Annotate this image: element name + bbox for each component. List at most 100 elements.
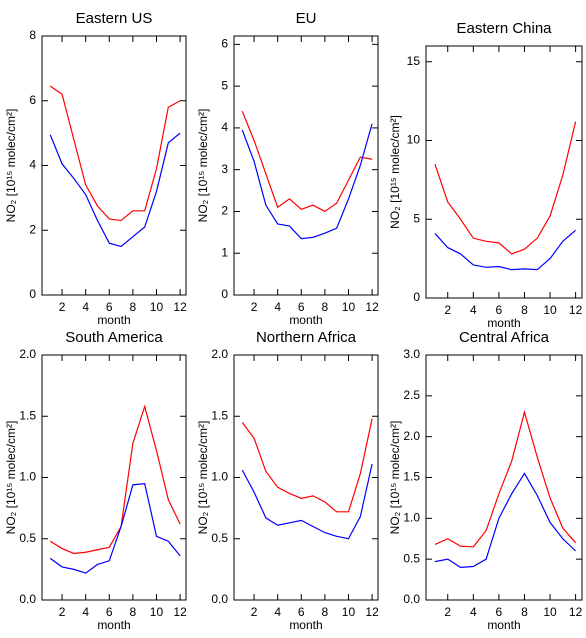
plot-frame — [41, 354, 187, 601]
y-tick-label: 2.0 — [211, 347, 228, 361]
chart-title: EU — [296, 10, 317, 27]
y-tick-label: 15 — [407, 54, 421, 68]
data-line — [241, 123, 373, 240]
x-tick-label: 12 — [365, 605, 379, 619]
x-axis-label: month — [289, 618, 322, 632]
y-tick-label: 0.0 — [211, 592, 228, 606]
data-line — [434, 121, 577, 255]
y-tick-label: 0 — [29, 287, 36, 301]
x-tick-label: 4 — [470, 303, 477, 317]
y-tick-label: 4 — [29, 158, 36, 172]
x-tick-label: 8 — [130, 300, 137, 314]
x-tick-label: 2 — [444, 303, 451, 317]
x-tick-label: 2 — [251, 605, 258, 619]
plot-frame — [233, 35, 379, 296]
y-tick-label: 1.5 — [211, 408, 228, 422]
y-tick-label: 1.0 — [403, 511, 420, 525]
y-axis-label: NO₂ [10¹⁵ molec/cm²] — [4, 109, 18, 223]
x-tick-label: 2 — [444, 605, 451, 619]
y-tick-label: 2.0 — [403, 429, 420, 443]
y-axis-label: NO₂ [10¹⁵ molec/cm²] — [196, 109, 210, 223]
y-tick-label: 2.5 — [403, 388, 420, 402]
data-line — [434, 409, 577, 548]
y-tick-label: 1.0 — [211, 470, 228, 484]
x-tick-label: 8 — [322, 300, 329, 314]
y-tick-label: 1.5 — [19, 408, 36, 422]
x-tick-label: 6 — [298, 605, 305, 619]
data-line — [49, 132, 181, 248]
plot-frame — [425, 45, 583, 299]
y-tick-label: 5 — [413, 211, 420, 225]
x-tick-label: 8 — [322, 605, 329, 619]
x-tick-label: 4 — [274, 300, 281, 314]
data-line — [49, 85, 181, 222]
x-axis-label: month — [487, 618, 520, 632]
data-line — [49, 482, 181, 574]
y-axis-label: NO₂ [10¹⁵ molec/cm²] — [388, 115, 402, 229]
data-line — [434, 229, 577, 271]
plot-frame — [425, 354, 583, 601]
y-axis-label: NO₂ [10¹⁵ molec/cm²] — [388, 421, 402, 535]
chart-title: Eastern China — [456, 20, 552, 37]
y-tick-label: 2 — [29, 222, 36, 236]
y-tick-label: 6 — [29, 93, 36, 107]
y-tick-label: 0.0 — [19, 592, 36, 606]
x-axis-label: month — [97, 618, 130, 632]
x-tick-label: 12 — [173, 300, 187, 314]
y-tick-label: 0.5 — [19, 531, 36, 545]
y-tick-label: 1.0 — [19, 470, 36, 484]
x-axis-label: month — [289, 313, 322, 327]
x-tick-label: 4 — [82, 605, 89, 619]
plot-frame — [233, 354, 379, 601]
x-tick-label: 10 — [543, 303, 557, 317]
chart-title: Northern Africa — [256, 329, 357, 346]
x-tick-label: 6 — [496, 605, 503, 619]
x-tick-label: 10 — [342, 300, 356, 314]
x-tick-label: 10 — [342, 605, 356, 619]
x-tick-label: 12 — [569, 605, 583, 619]
x-tick-label: 2 — [59, 605, 66, 619]
x-tick-label: 4 — [470, 605, 477, 619]
chart-title: Central Africa — [459, 329, 550, 346]
y-tick-label: 1 — [221, 245, 228, 259]
x-tick-label: 12 — [569, 303, 583, 317]
y-tick-label: 10 — [407, 133, 421, 147]
y-axis-label: NO₂ [10¹⁵ molec/cm²] — [196, 421, 210, 535]
x-tick-label: 8 — [130, 605, 137, 619]
y-tick-label: 0 — [221, 287, 228, 301]
y-tick-label: 6 — [221, 37, 228, 51]
x-tick-label: 6 — [106, 605, 113, 619]
y-tick-label: 0.5 — [211, 531, 228, 545]
data-line — [241, 418, 373, 513]
chart-title: Eastern US — [76, 10, 153, 27]
data-line — [241, 463, 373, 540]
x-tick-label: 2 — [59, 300, 66, 314]
x-tick-label: 6 — [298, 300, 305, 314]
y-tick-label: 4 — [221, 120, 228, 134]
x-tick-label: 12 — [365, 300, 379, 314]
data-line — [49, 404, 181, 555]
x-tick-label: 10 — [150, 605, 164, 619]
y-tick-label: 3.0 — [403, 347, 420, 361]
y-tick-label: 0 — [413, 290, 420, 304]
y-tick-label: 3 — [221, 162, 228, 176]
y-tick-label: 2 — [221, 204, 228, 218]
x-tick-label: 8 — [521, 303, 528, 317]
data-line — [434, 472, 577, 568]
x-tick-label: 10 — [150, 300, 164, 314]
x-axis-label: month — [97, 313, 130, 327]
y-axis-label: NO₂ [10¹⁵ molec/cm²] — [4, 421, 18, 535]
data-line — [241, 110, 373, 213]
y-tick-label: 5 — [221, 78, 228, 92]
x-tick-label: 2 — [251, 300, 258, 314]
chart-title: South America — [65, 329, 163, 346]
x-axis-label: month — [487, 316, 520, 330]
x-tick-label: 10 — [543, 605, 557, 619]
y-tick-label: 8 — [29, 28, 36, 42]
y-tick-label: 1.5 — [403, 470, 420, 484]
x-tick-label: 12 — [173, 605, 187, 619]
x-tick-label: 6 — [106, 300, 113, 314]
x-tick-label: 4 — [82, 300, 89, 314]
x-tick-label: 4 — [274, 605, 281, 619]
